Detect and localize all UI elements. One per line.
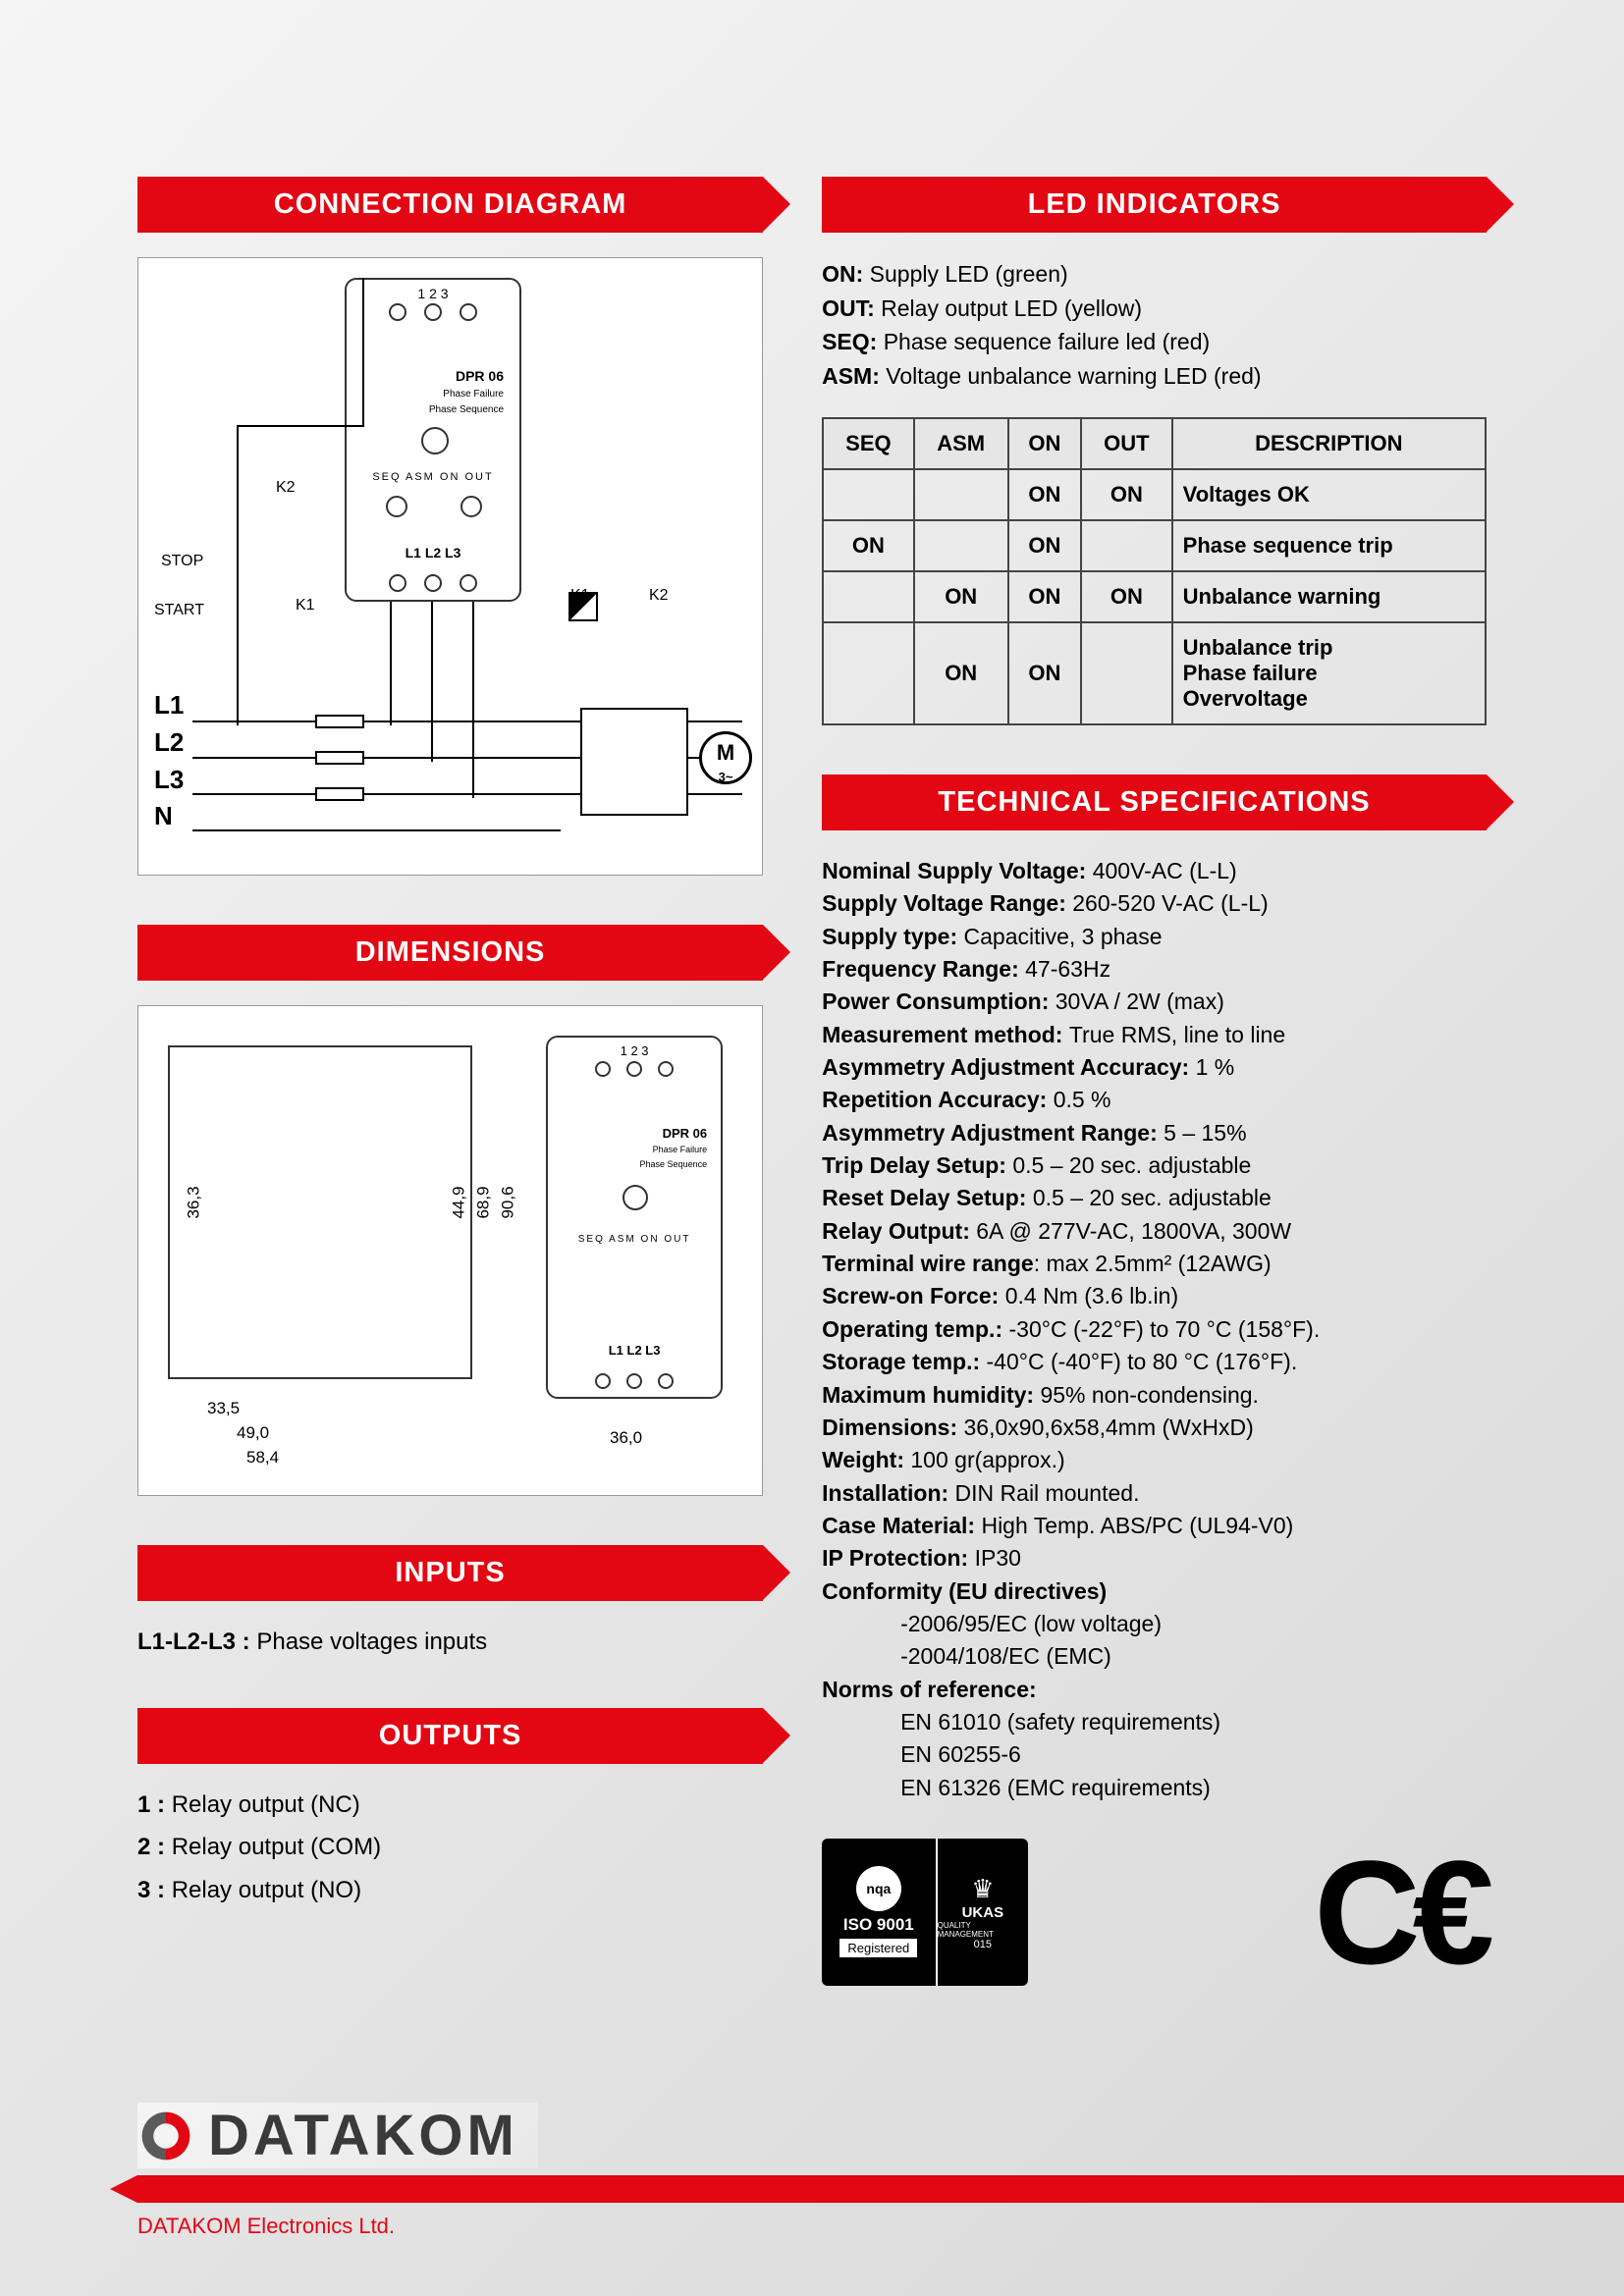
k2-label: K2	[276, 479, 296, 497]
k1-label: K1	[296, 597, 315, 614]
spec-line: Dimensions: 36,0x90,6x58,4mm (WxHxD)	[822, 1412, 1487, 1444]
norms-block: Norms of reference:	[822, 1674, 1487, 1706]
led-th: ASM	[914, 418, 1008, 469]
output-line: 3 : Relay output (NO)	[137, 1874, 763, 1907]
header-led: LED INDICATORS	[822, 177, 1487, 233]
rail-labels: L1 L2 L3 N	[154, 687, 184, 835]
inputs-text: L1-L2-L3 : Phase voltages inputs	[137, 1626, 763, 1659]
header-tech: TECHNICAL SPECIFICATIONS	[822, 774, 1487, 830]
dim-90-6: 90,6	[499, 1186, 518, 1218]
spec-line: Installation: DIN Rail mounted.	[822, 1477, 1487, 1510]
spec-line: Asymmetry Adjustment Accuracy: 1 %	[822, 1051, 1487, 1084]
spec-line: Measurement method: True RMS, line to li…	[822, 1019, 1487, 1051]
led-th: OUT	[1081, 418, 1172, 469]
led-row: ONONPhase sequence trip	[823, 520, 1486, 571]
dim-49-0: 49,0	[237, 1423, 269, 1443]
footer-sub: DATAKOM Electronics Ltd.	[137, 2214, 395, 2239]
top-terminal-numbers: 1 2 3	[347, 286, 519, 301]
iso-badge: nqa ISO 9001 Registered ♛ UKAS QUALITY M…	[822, 1839, 1028, 1986]
led-def-line: ASM: Voltage unbalance warning LED (red)	[822, 359, 1487, 394]
dim-33-5: 33,5	[207, 1399, 240, 1418]
brand-logo: DATAKOM	[137, 2103, 538, 2168]
led-th: DESCRIPTION	[1172, 418, 1486, 469]
conformity-block: Conformity (EU directives)	[822, 1575, 1487, 1608]
dim-68-9: 68,9	[474, 1186, 494, 1218]
led-row: ONONVoltages OK	[823, 469, 1486, 520]
spec-line: Asymmetry Adjustment Range: 5 – 15%	[822, 1117, 1487, 1149]
dim-36-3: 36,3	[185, 1186, 204, 1218]
conformity-item: -2006/95/EC (low voltage)	[900, 1608, 1487, 1640]
spec-line: Screw-on Force: 0.4 Nm (3.6 lb.in)	[822, 1280, 1487, 1312]
spec-line: IP Protection: IP30	[822, 1542, 1487, 1575]
dim-36-0: 36,0	[610, 1428, 642, 1448]
stop-label: STOP	[161, 553, 203, 570]
header-inputs: INPUTS	[137, 1545, 763, 1601]
motor-icon: M3~	[699, 731, 752, 784]
spec-line: Storage temp.: -40°C (-40°F) to 80 °C (1…	[822, 1346, 1487, 1378]
spec-line: Trip Delay Setup: 0.5 – 20 sec. adjustab…	[822, 1149, 1487, 1182]
norm-item: EN 60255-6	[900, 1738, 1487, 1771]
spec-line: Reset Delay Setup: 0.5 – 20 sec. adjusta…	[822, 1182, 1487, 1214]
ce-mark: C€	[1314, 1839, 1487, 1986]
spec-line: Maximum humidity: 95% non-condensing.	[822, 1379, 1487, 1412]
conformity-item: -2004/108/EC (EMC)	[900, 1640, 1487, 1673]
dimensions-diagram: 1 2 3 DPR 06Phase FailurePhase Sequence …	[137, 1005, 763, 1496]
outputs-list: 1 : Relay output (NC) 2 : Relay output (C…	[137, 1789, 763, 1907]
header-connection: CONNECTION DIAGRAM	[137, 177, 763, 233]
led-definitions: ON: Supply LED (green)OUT: Relay output …	[822, 257, 1487, 393]
dim-58-4: 58,4	[246, 1448, 279, 1468]
spec-line: Power Consumption: 30VA / 2W (max)	[822, 986, 1487, 1018]
header-dimensions: DIMENSIONS	[137, 925, 763, 981]
led-row-label: SEQ ASM ON OUT	[347, 471, 519, 483]
led-def-line: SEQ: Phase sequence failure led (red)	[822, 325, 1487, 359]
spec-line: Relay Output: 6A @ 277V-AC, 1800VA, 300W	[822, 1215, 1487, 1248]
crown-icon: ♛	[971, 1874, 994, 1904]
spec-line: Nominal Supply Voltage: 400V-AC (L-L)	[822, 855, 1487, 887]
spec-line: Terminal wire range: max 2.5mm² (12AWG)	[822, 1248, 1487, 1280]
led-def-line: OUT: Relay output LED (yellow)	[822, 292, 1487, 326]
start-label: START	[154, 602, 204, 619]
connection-diagram: 1 2 3 DPR 06 Phase Failure Phase Sequenc…	[137, 257, 763, 876]
device-model: DPR 06 Phase Failure Phase Sequence	[429, 368, 504, 415]
norm-item: EN 61010 (safety requirements)	[900, 1706, 1487, 1738]
spec-list: Nominal Supply Voltage: 400V-AC (L-L)Sup…	[822, 855, 1487, 1804]
spec-line: Weight: 100 gr(approx.)	[822, 1444, 1487, 1476]
front-view: 1 2 3 DPR 06Phase FailurePhase Sequence …	[546, 1036, 723, 1399]
led-row: ONONUnbalance trip Phase failure Overvol…	[823, 622, 1486, 724]
led-def-line: ON: Supply LED (green)	[822, 257, 1487, 292]
output-line: 1 : Relay output (NC)	[137, 1789, 763, 1822]
spec-line: Operating temp.: -30°C (-22°F) to 70 °C …	[822, 1313, 1487, 1346]
spec-line: Repetition Accuracy: 0.5 %	[822, 1084, 1487, 1116]
dim-44-9: 44,9	[450, 1186, 469, 1218]
spec-line: Supply type: Capacitive, 3 phase	[822, 921, 1487, 953]
side-profile	[168, 1045, 472, 1379]
led-th: ON	[1008, 418, 1081, 469]
header-outputs: OUTPUTS	[137, 1708, 763, 1764]
spec-line: Case Material: High Temp. ABS/PC (UL94-V…	[822, 1510, 1487, 1542]
bottom-terminal-label: L1 L2 L3	[347, 545, 519, 561]
device-unit: 1 2 3 DPR 06 Phase Failure Phase Sequenc…	[345, 278, 521, 602]
output-line: 2 : Relay output (COM)	[137, 1831, 763, 1864]
led-th: SEQ	[823, 418, 914, 469]
logo-icon	[137, 2108, 194, 2164]
k2-label-b: K2	[649, 587, 669, 605]
spec-line: Frequency Range: 47-63Hz	[822, 953, 1487, 986]
spec-line: Supply Voltage Range: 260-520 V-AC (L-L)	[822, 887, 1487, 920]
norm-item: EN 61326 (EMC requirements)	[900, 1772, 1487, 1804]
page-footer: DATAKOM DATAKOM Electronics Ltd.	[0, 2100, 1624, 2296]
led-table: SEQASMONOUTDESCRIPTION ONONVoltages OKON…	[822, 417, 1487, 725]
led-row: ONONONUnbalance warning	[823, 571, 1486, 622]
